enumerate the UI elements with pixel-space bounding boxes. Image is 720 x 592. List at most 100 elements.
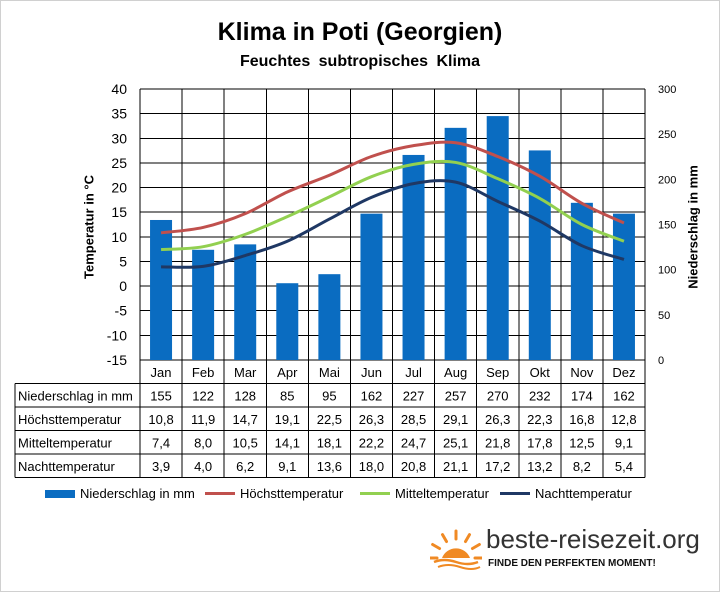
- legend-label: Höchsttemperatur: [240, 486, 344, 501]
- table-cell: 3,9: [152, 459, 170, 474]
- table-cell: 10,5: [233, 436, 258, 451]
- table-cell: 11,9: [191, 412, 215, 427]
- y-right-tick-label: 200: [658, 174, 676, 186]
- table-row-label: Niederschlag in mm: [18, 389, 133, 404]
- y-left-tick-label: 15: [111, 204, 127, 220]
- y-left-tick-label: 35: [111, 106, 127, 122]
- table-cell: 155: [150, 389, 172, 404]
- table-cell: 18,1: [317, 436, 342, 451]
- sun-ray: [431, 543, 442, 550]
- legend-swatch: [360, 492, 390, 495]
- y-left-tick-label: -5: [115, 303, 128, 319]
- x-tick-label: Dez: [612, 365, 635, 380]
- table-cell: 26,3: [485, 412, 510, 427]
- table-cell: 26,3: [359, 412, 384, 427]
- table-cell: 162: [361, 389, 383, 404]
- y-left-tick-label: -10: [107, 327, 127, 343]
- table-cell: 85: [280, 389, 294, 404]
- legend-label: Niederschlag in mm: [80, 486, 195, 501]
- table-cell: 21,1: [443, 459, 468, 474]
- table-cell: 5,4: [615, 459, 633, 474]
- table-row-label: Mitteltemperatur: [18, 436, 113, 451]
- table-cell: 9,1: [278, 459, 296, 474]
- table-cell: 14,7: [233, 412, 258, 427]
- y-left-tick-label: 0: [119, 278, 127, 294]
- x-tick-label: Jul: [405, 365, 422, 380]
- legend: Niederschlag in mm Höchsttemperatur Mittel…: [0, 486, 720, 506]
- bar-feb: [192, 249, 215, 360]
- table-cell: 17,2: [485, 459, 510, 474]
- sun-ray: [441, 533, 448, 544]
- x-tick-label: Apr: [277, 365, 298, 380]
- y-right-tick-label: 300: [658, 84, 676, 96]
- bar-mai: [318, 274, 341, 360]
- line-h-chsttemperatur: [160, 140, 625, 235]
- bar-apr: [276, 283, 299, 360]
- legend-item: Niederschlag in mm: [45, 486, 195, 501]
- table-cell: 95: [322, 389, 336, 404]
- x-tick-label: Okt: [530, 365, 551, 380]
- y-right-tick-label: 50: [658, 310, 670, 322]
- y-left-tick-label: 5: [119, 253, 127, 269]
- brand-tagline: FINDE DEN PERFEKTEN MOMENT!: [488, 558, 656, 569]
- table-cell: 16,8: [569, 412, 594, 427]
- table-cell: 17,8: [527, 436, 552, 451]
- y-right-tick-label: 0: [658, 355, 664, 367]
- table-cell: 270: [487, 389, 509, 404]
- x-tick-label: Sep: [486, 365, 509, 380]
- table-cell: 12,8: [611, 412, 636, 427]
- table-cell: 22,3: [527, 412, 552, 427]
- table-cell: 162: [613, 389, 635, 404]
- table-cell: 128: [234, 389, 256, 404]
- temperature-lines: [160, 140, 625, 269]
- sun-ray: [470, 543, 481, 550]
- legend-label: Mitteltemperatur: [395, 486, 489, 501]
- sun-ray: [464, 533, 471, 544]
- table-cell: 4,0: [194, 459, 212, 474]
- y-right-tick-label: 250: [658, 129, 676, 141]
- brand-name: beste-reisezeit.org: [486, 524, 700, 554]
- brand-logo: beste-reisezeit.org FINDE DEN PERFEKTEN …: [430, 520, 715, 580]
- table-cell: 19,1: [275, 412, 300, 427]
- legend-item: Höchsttemperatur: [205, 486, 343, 501]
- table-cell: 14,1: [275, 436, 300, 451]
- bar-jul: [402, 154, 425, 360]
- x-tick-label: Feb: [192, 365, 214, 380]
- bar-aug: [444, 127, 467, 361]
- y-left-tick-label: 20: [111, 180, 127, 196]
- table-row-label: Nachttemperatur: [18, 459, 115, 474]
- y-left-tick-label: 10: [111, 229, 127, 245]
- chart-subtitle: Feuchtes subtropisches Klima: [239, 53, 481, 70]
- axes: -15 -10 -5 0 5 10 15 20 25 30 35 40 0 50 100 150 200 250 3…: [107, 81, 677, 368]
- table-cell: 24,7: [401, 436, 426, 451]
- bar-jan: [150, 219, 173, 360]
- table-cell: 8,2: [573, 459, 591, 474]
- data-table: Jan Feb Mar Apr Mai Jun Jul Aug Sep Okt Nov Dez Nied…: [14, 360, 646, 478]
- table-cell: 8,0: [194, 436, 212, 451]
- sun-icon: [430, 529, 482, 570]
- bar-mar: [234, 244, 257, 360]
- table-cell: 6,2: [236, 459, 254, 474]
- bar-jun: [360, 213, 383, 360]
- legend-swatch: [500, 492, 530, 495]
- table-cell: 12,5: [569, 436, 594, 451]
- legend-item: Mitteltemperatur: [360, 486, 489, 501]
- table-cell: 122: [192, 389, 214, 404]
- table-cell: 232: [529, 389, 551, 404]
- table-row-label: Höchsttemperatur: [18, 412, 122, 427]
- table-cell: 174: [571, 389, 593, 404]
- x-tick-label: Jan: [151, 365, 172, 380]
- table-cell: 28,5: [401, 412, 426, 427]
- table-cell: 257: [445, 389, 467, 404]
- table-cell: 7,4: [152, 436, 170, 451]
- table-cell: 13,6: [317, 459, 342, 474]
- table-cell: 22,2: [359, 436, 384, 451]
- legend-swatch: [45, 489, 75, 498]
- x-tick-label: Aug: [444, 365, 467, 380]
- legend-label: Nachttemperatur: [535, 486, 632, 501]
- y-left-tick-label: 40: [111, 81, 127, 97]
- table-cell: 29,1: [443, 412, 468, 427]
- x-tick-label: Nov: [570, 365, 594, 380]
- bar-nov: [570, 202, 593, 360]
